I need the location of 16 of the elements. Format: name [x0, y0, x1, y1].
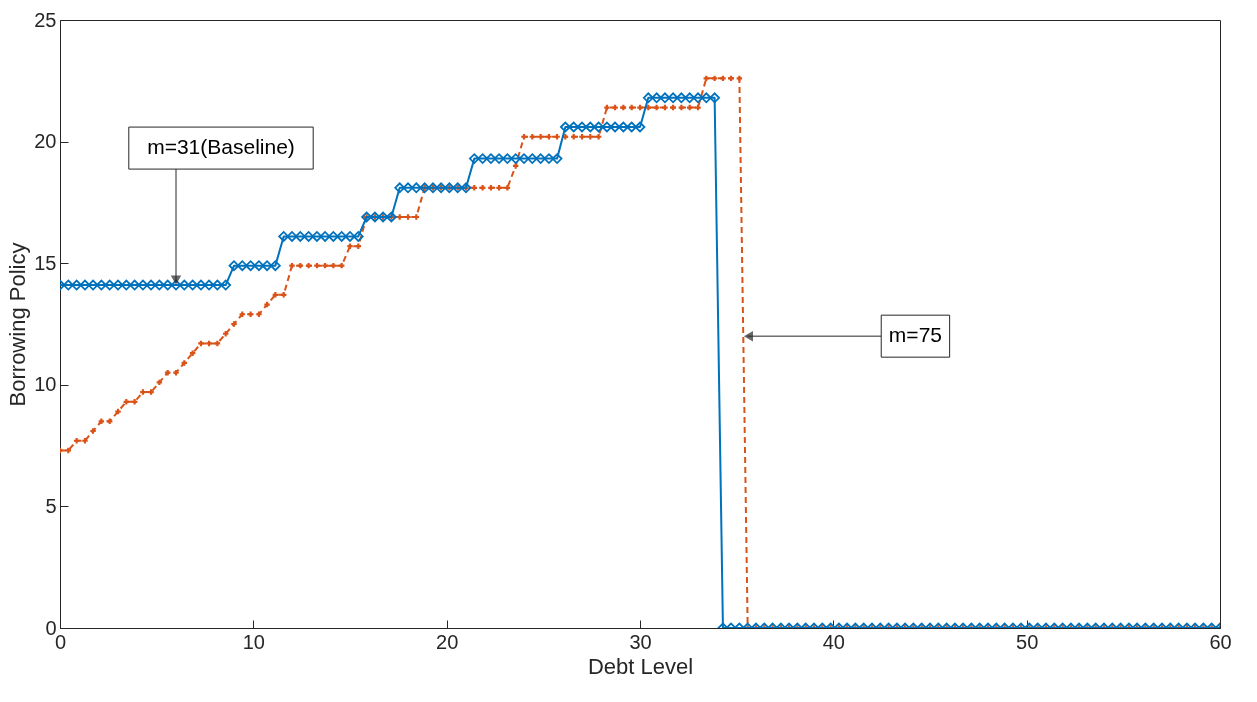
x-tick-label: 10 [242, 630, 265, 653]
y-tick-label: 10 [34, 373, 57, 396]
annotation: m=75 [888, 323, 942, 347]
y-axis-title: Borrowing Policy [5, 242, 31, 407]
x-tick-label: 50 [1016, 630, 1039, 653]
x-tick-label: 60 [1209, 630, 1232, 653]
x-tick-label: 40 [822, 630, 845, 653]
x-tick-label: 30 [629, 630, 652, 653]
y-tick-label: 15 [34, 251, 57, 274]
annotation: m=31(Baseline) [147, 135, 295, 159]
x-axis-title: Debt Level [587, 653, 694, 679]
x-tick-label: 20 [436, 630, 459, 653]
y-tick-label: 0 [45, 616, 57, 639]
y-tick-label: 25 [34, 8, 57, 31]
y-tick-label: 20 [34, 130, 57, 153]
y-tick-label: 5 [45, 494, 57, 517]
